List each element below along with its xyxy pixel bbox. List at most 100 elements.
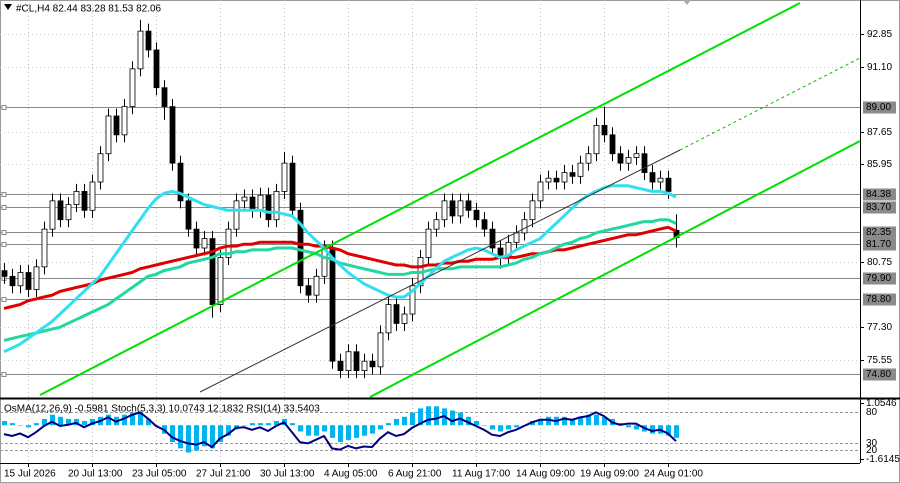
osma-bar xyxy=(146,418,151,426)
candle-body xyxy=(9,275,16,287)
osma-bar xyxy=(338,425,343,443)
candle-body xyxy=(577,162,584,177)
osma-bar xyxy=(594,414,599,426)
candle-body xyxy=(137,30,144,70)
y-tick-label: 85.95 xyxy=(867,159,892,170)
osma-bar xyxy=(362,425,367,436)
candle-body xyxy=(513,232,520,243)
x-tick-label: 30 Jul 13:00 xyxy=(260,469,315,480)
osma-bar xyxy=(194,425,199,451)
osma-bar xyxy=(546,416,551,426)
osma-bar xyxy=(218,425,223,443)
candle-body xyxy=(481,219,488,230)
osma-bar xyxy=(666,425,671,436)
shift-marker[interactable] xyxy=(683,0,691,5)
candle-body xyxy=(289,162,296,211)
x-tick-label: 27 Jul 21:00 xyxy=(196,469,251,480)
candle-body xyxy=(569,172,576,177)
osma-bar xyxy=(170,425,175,443)
osma-bar xyxy=(10,423,15,426)
rsi-line xyxy=(3,411,677,451)
osma-bar xyxy=(346,425,351,440)
candle-body xyxy=(649,172,656,183)
candle-body xyxy=(353,351,360,371)
candle-body xyxy=(665,177,672,192)
level-handle xyxy=(1,105,7,110)
osma-bar xyxy=(66,418,71,426)
candle-body xyxy=(377,332,384,368)
candle-body xyxy=(241,196,248,202)
osma-bar xyxy=(210,425,215,449)
osma-bar xyxy=(226,425,231,436)
level-label: 82.35 xyxy=(866,227,891,238)
moving-average xyxy=(3,184,677,354)
osma-bar xyxy=(250,423,255,426)
osma-bar xyxy=(2,421,7,426)
candle-body xyxy=(593,125,600,155)
osma-bar xyxy=(322,425,327,432)
osma-bar xyxy=(562,416,567,426)
candle-body xyxy=(521,219,528,234)
osma-bar xyxy=(538,418,543,426)
candle-body xyxy=(281,162,288,192)
level-label-box xyxy=(863,272,896,285)
osma-bar xyxy=(506,425,511,430)
y-tick-label: 91.10 xyxy=(867,62,892,73)
level-handle xyxy=(1,205,7,210)
osma-bar xyxy=(274,421,279,426)
candle-body xyxy=(545,177,552,183)
candle-body xyxy=(17,272,24,287)
candle-body xyxy=(217,257,224,305)
level-label-box xyxy=(863,201,896,214)
candle-body xyxy=(49,200,56,230)
candle-body xyxy=(449,200,456,217)
level-handle xyxy=(1,192,7,197)
candle-body xyxy=(425,228,432,258)
y-tick-label: -1.6145 xyxy=(866,454,900,465)
candle-body xyxy=(433,219,440,230)
candle-body xyxy=(273,191,280,221)
osma-bar xyxy=(498,425,503,432)
osma-bar xyxy=(602,416,607,426)
x-tick-label: 15 Jul 2026 xyxy=(4,469,56,480)
osma-bar xyxy=(634,425,639,430)
osma-bar xyxy=(514,425,519,428)
candle-body xyxy=(473,209,480,221)
candle-body xyxy=(145,30,152,51)
osma-bar xyxy=(26,425,31,428)
level-label: 81.70 xyxy=(866,239,891,250)
osma-bar xyxy=(650,425,655,434)
osma-bar xyxy=(42,418,47,426)
y-tick-label: 77.30 xyxy=(867,322,892,333)
osma-bar xyxy=(426,406,431,426)
osma-bar xyxy=(306,425,311,436)
osma-bar xyxy=(434,406,439,426)
level-label-box xyxy=(863,293,896,306)
x-tick-label: 6 Aug 21:00 xyxy=(388,469,442,480)
candle-body xyxy=(121,106,128,136)
osma-bar xyxy=(474,421,479,426)
chart-title: #CL,H4 82.44 83.28 81.53 82.06 xyxy=(16,4,162,15)
level-label-box xyxy=(863,226,896,239)
osma-bar xyxy=(130,412,135,426)
y-tick-label: 75.55 xyxy=(867,355,892,366)
osma-bar xyxy=(354,425,359,438)
candle-body xyxy=(193,228,200,249)
osma-bar xyxy=(34,423,39,426)
osma-bar xyxy=(466,416,471,426)
osma-bar xyxy=(386,423,391,426)
osma-bar xyxy=(178,425,183,449)
candle-body xyxy=(369,360,376,368)
level-label: 79.90 xyxy=(866,273,891,284)
osma-bar xyxy=(298,425,303,432)
menu-arrow[interactable] xyxy=(4,4,12,10)
candle-body xyxy=(57,200,64,221)
osma-bar xyxy=(410,412,415,426)
candle-body xyxy=(401,313,408,324)
level-label: 89.00 xyxy=(866,102,891,113)
candle-body xyxy=(561,172,568,183)
candle-body xyxy=(89,181,96,211)
candle-body xyxy=(409,285,416,315)
